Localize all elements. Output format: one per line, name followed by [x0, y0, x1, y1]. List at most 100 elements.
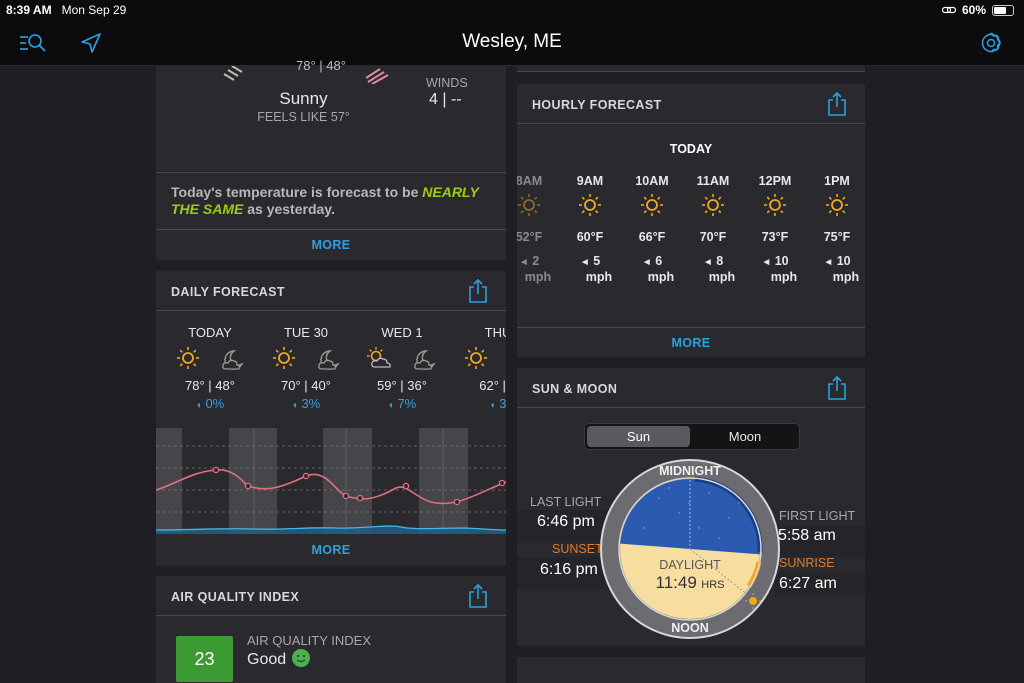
- hour-temp: 60°F: [576, 230, 604, 244]
- hourly-item[interactable]: 9AM 60°F ◄ 5 mph: [559, 174, 621, 284]
- status-time: 8:39 AM: [6, 3, 52, 17]
- sun-rays-left: [222, 65, 246, 82]
- hourly-item[interactable]: 11AM 70°F ◄ 8 mph: [682, 174, 744, 284]
- sun-icon: [826, 194, 848, 216]
- wind-direction-icon: ◄: [702, 257, 713, 268]
- first-light-time: 5:58 am: [778, 527, 836, 544]
- winds-label: WINDS: [426, 76, 468, 90]
- hourly-item[interactable]: 8AM 52°F ◄ 2 mph: [517, 174, 560, 284]
- hourly-item[interactable]: 10AM 66°F ◄ 6 mph: [621, 174, 683, 284]
- summary-highlight-2: THE SAME: [171, 201, 244, 217]
- sun-times-right-band-2: [775, 572, 865, 596]
- raindrop-icon: ◖: [195, 400, 202, 411]
- aqi-status: Good: [247, 648, 311, 669]
- hour-time: 12PM: [758, 174, 792, 188]
- daylight-label: DAYLIGHT: [659, 558, 721, 572]
- day-precip: ◖ 7%: [354, 396, 450, 411]
- aqi-status-text: Good: [247, 651, 287, 668]
- daily-day[interactable]: WED 1 59° | 36° ◖ 7%: [354, 325, 450, 411]
- share-icon[interactable]: [468, 584, 488, 608]
- wind-direction-icon: ◄: [518, 257, 529, 268]
- sun-times-right-band: [775, 525, 865, 557]
- hourly-item[interactable]: 12PM 73°F ◄ 10 mph: [744, 174, 806, 284]
- first-light-label: FIRST LIGHT: [779, 509, 856, 523]
- day-precip-value: 3: [499, 396, 506, 411]
- winds-value: 4 | --: [429, 91, 462, 108]
- search-list-icon[interactable]: [18, 30, 46, 56]
- day-temps: 62° | 3: [479, 378, 506, 393]
- hour-time: 1PM: [824, 174, 850, 188]
- hour-wind: ◄ 10 mph: [806, 254, 865, 284]
- day-icons: [354, 346, 450, 372]
- raindrop-icon: ◖: [489, 400, 496, 411]
- smiley-icon: [291, 649, 310, 667]
- noon-label: NOON: [671, 621, 709, 635]
- sunrise-label: SUNRISE: [779, 556, 835, 570]
- hour-wind-unit: mph: [832, 270, 860, 284]
- current-temps: 78° | 48°: [296, 58, 346, 73]
- battery-icon: [992, 4, 1014, 16]
- sun-rays-right: [364, 66, 390, 85]
- hour-time: 11AM: [696, 174, 730, 188]
- divider: [517, 327, 865, 328]
- sun-icon: [641, 194, 663, 216]
- share-icon[interactable]: [827, 92, 847, 116]
- daily-forecast-header: DAILY FORECAST: [156, 271, 506, 311]
- current-more-button[interactable]: MORE: [311, 238, 351, 252]
- day-name: THU: [484, 325, 506, 340]
- summary-highlight: NEARLY: [422, 184, 479, 200]
- daily-temperature-graph: [156, 428, 506, 534]
- midnight-label: MIDNIGHT: [659, 464, 721, 478]
- previous-card-bottom: [517, 66, 865, 72]
- share-icon[interactable]: [827, 376, 847, 400]
- hour-temp: 73°F: [761, 230, 789, 244]
- day-precip: ◖ 3%: [258, 396, 354, 411]
- aqi-value-badge: 23: [176, 636, 233, 682]
- tab-sun[interactable]: Sun: [587, 426, 690, 447]
- location-title: Wesley, ME: [462, 31, 562, 52]
- hour-wind: ◄ 2 mph: [517, 254, 560, 284]
- day-precip: ◖ 0%: [162, 396, 258, 411]
- hourly-item[interactable]: 1PM 75°F ◄ 10 mph: [806, 174, 865, 284]
- hour-wind-unit: mph: [585, 270, 613, 284]
- wind-direction-icon: ◄: [579, 257, 590, 268]
- air-quality-title: AIR QUALITY INDEX: [171, 590, 300, 604]
- hour-temp: 52°F: [517, 230, 543, 244]
- wind-direction-icon: ◄: [641, 257, 652, 268]
- hourly-forecast-card: HOURLY FORECAST TODAY 8AM 52°F ◄ 2 mph 9AM 60…: [517, 84, 865, 357]
- divider: [156, 229, 506, 230]
- share-icon[interactable]: [468, 279, 488, 303]
- daylight-dial: [600, 459, 780, 639]
- hour-wind-unit: mph: [524, 270, 552, 284]
- hourly-forecast-header: HOURLY FORECAST: [517, 84, 865, 124]
- hour-wind-speed: 8: [716, 254, 724, 268]
- raindrop-icon: ◖: [387, 400, 394, 411]
- daily-day[interactable]: THU 62° | 3 ◖ 3: [450, 325, 506, 411]
- sun-moon-toggle: Sun Moon: [584, 423, 800, 450]
- daily-more-button[interactable]: MORE: [311, 543, 351, 557]
- location-arrow-icon[interactable]: [78, 30, 106, 56]
- nav-bar: Wesley, ME: [0, 20, 1024, 66]
- hour-wind-unit: mph: [770, 270, 798, 284]
- daily-day[interactable]: TUE 30 70° | 40° ◖ 3%: [258, 325, 354, 411]
- tab-moon[interactable]: Moon: [728, 429, 762, 444]
- daily-day[interactable]: TODAY 78° | 48° ◖ 0%: [162, 325, 258, 411]
- sun-icon: [177, 347, 199, 369]
- hour-wind-speed: 10: [836, 254, 851, 268]
- sun-times-left-band: [517, 510, 612, 542]
- daylight-hours: 11:49: [655, 573, 697, 592]
- daylight-unit: HRS: [701, 579, 725, 591]
- feels-like: FEELS LIKE 57°: [257, 110, 350, 124]
- hourly-more-button[interactable]: MORE: [671, 336, 711, 350]
- sun-icon: [518, 194, 540, 216]
- hourly-forecast-title: HOURLY FORECAST: [532, 98, 662, 112]
- day-temps: 70° | 40°: [281, 378, 331, 393]
- daylight-value: 11:49 HRS: [630, 573, 750, 593]
- sun-icon: [764, 194, 786, 216]
- sun-moon-title: SUN & MOON: [532, 382, 618, 396]
- day-icons: [258, 346, 354, 372]
- day-temps: 78° | 48°: [185, 378, 235, 393]
- hour-wind-speed: 10: [774, 254, 789, 268]
- hour-wind-unit: mph: [708, 270, 736, 284]
- gear-icon[interactable]: [977, 30, 1005, 56]
